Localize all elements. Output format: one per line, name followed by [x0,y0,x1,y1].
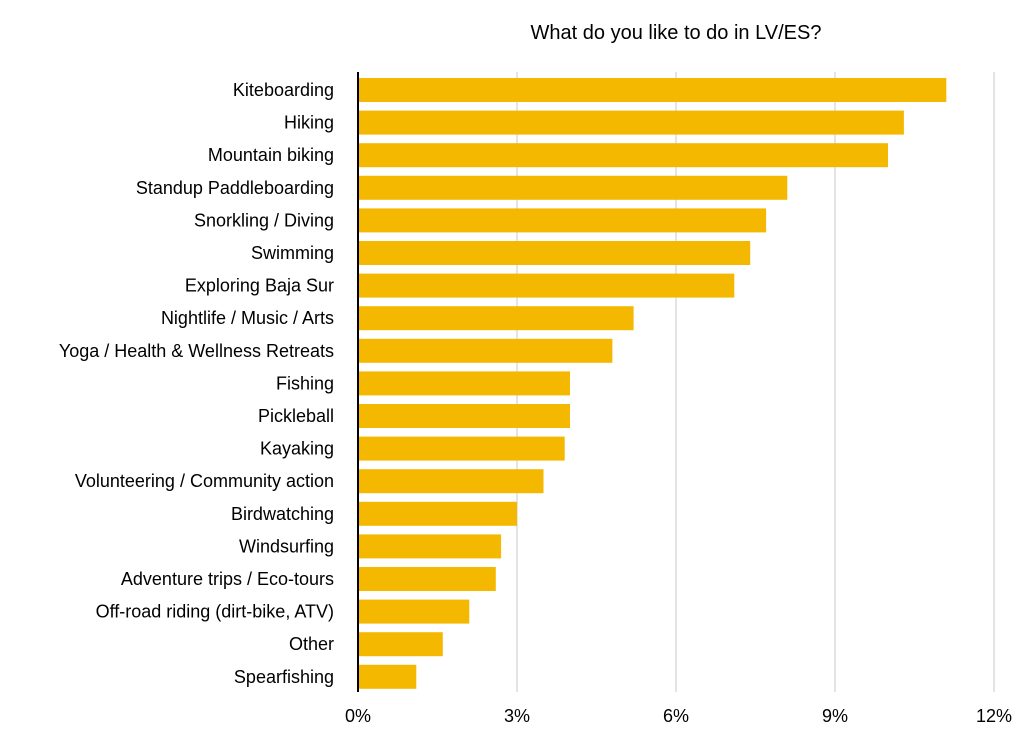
bars [358,78,947,689]
x-tick-label: 6% [663,706,689,726]
bar [358,78,947,102]
category-label: Swimming [251,243,334,263]
bar [358,110,904,135]
category-label: Adventure trips / Eco-tours [121,569,334,589]
bar [358,664,417,689]
category-label: Mountain biking [208,145,334,165]
bar [358,469,544,494]
category-label: Volunteering / Community action [75,471,334,491]
category-label: Hiking [284,113,334,133]
category-label: Nightlife / Music / Arts [161,308,334,328]
category-label: Exploring Baja Sur [185,276,334,296]
category-label: Birdwatching [231,504,334,524]
bar [358,632,443,657]
bar [358,273,735,298]
category-label: Fishing [276,373,334,393]
tick-labels: 0% 3% 6% 9% 12% [345,706,1012,726]
category-label: Pickleball [258,406,334,426]
bar [358,241,751,265]
category-label: Off-road riding (dirt-bike, ATV) [96,602,334,622]
category-labels: Kiteboarding Hiking Mountain biking Standup… [59,80,334,687]
x-tick-label: 12% [976,706,1012,726]
bar [358,501,517,526]
bar [358,338,613,363]
bar [358,371,570,396]
bar [358,404,570,428]
category-label: Spearfishing [234,667,334,687]
category-label: Kiteboarding [233,80,334,100]
chart-title: What do you like to do in LV/ES? [530,22,822,44]
category-label: Other [289,634,334,654]
x-tick-label: 9% [822,706,848,726]
bar [358,436,565,461]
bar [358,306,634,331]
x-tick-label: 0% [345,706,371,726]
category-label: Yoga / Health & Wellness Retreats [59,341,334,361]
bar [358,534,502,559]
bar [358,143,888,168]
x-tick-label: 3% [504,706,530,726]
bar [358,567,496,591]
bar [358,599,470,624]
category-label: Windsurfing [239,536,334,556]
category-label: Snorkling / Diving [194,210,334,230]
bar [358,208,767,233]
category-label: Standup Paddleboarding [136,178,334,198]
category-label: Kayaking [260,439,334,459]
bar [358,175,788,200]
